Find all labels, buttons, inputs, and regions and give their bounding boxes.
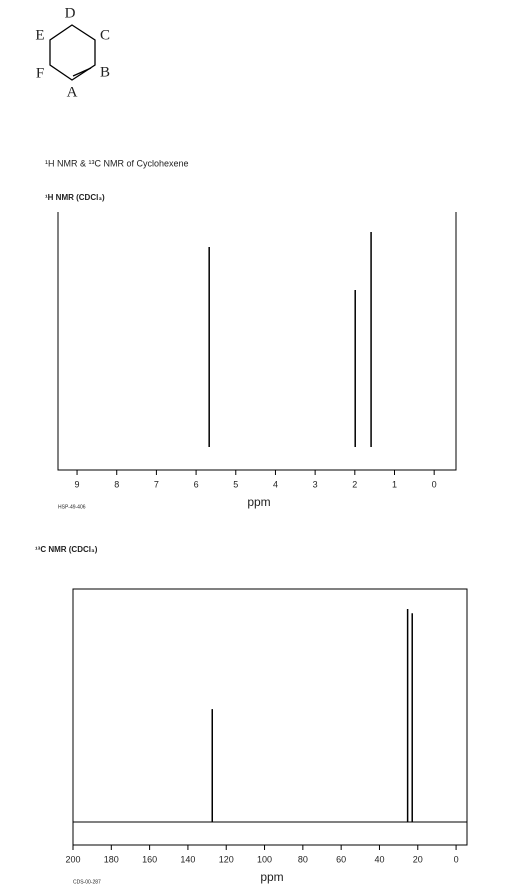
ring [49, 24, 96, 81]
structure [49, 24, 96, 81]
atom-label: C [100, 27, 110, 43]
chart-title: ¹H NMR (CDCl₃) [45, 193, 105, 202]
x-tick-label: 200 [65, 854, 80, 864]
x-tick-label: 160 [142, 854, 157, 864]
x-tick-label: 4 [273, 479, 278, 489]
x-tick-label: 180 [104, 854, 119, 864]
x-tick-label: 40 [374, 854, 384, 864]
x-tick-label: 20 [413, 854, 423, 864]
frame [72, 588, 468, 846]
x-tick-label: 60 [336, 854, 346, 864]
x-tick-label: 8 [114, 479, 119, 489]
x-tick-label: 100 [257, 854, 272, 864]
x-tick-label: 6 [194, 479, 199, 489]
atom-label: B [100, 64, 110, 80]
atom-label: E [35, 27, 44, 43]
heading: ¹H NMR & ¹³C NMR of Cyclohexene [45, 158, 189, 168]
x-tick-label: 7 [154, 479, 159, 489]
x-tick-label: 140 [180, 854, 195, 864]
double-bond [72, 67, 92, 77]
note: CDS-00-287 [73, 879, 101, 885]
x-tick-label: 0 [454, 854, 459, 864]
x-tick-label: 120 [219, 854, 234, 864]
x-axis-label: ppm [247, 495, 270, 509]
atom-label: F [36, 65, 44, 81]
chart-title: ¹³C NMR (CDCl₃) [35, 545, 98, 554]
x-tick-label: 2 [352, 479, 357, 489]
x-tick-label: 3 [313, 479, 318, 489]
x-axis-label: ppm [260, 870, 283, 884]
x-tick-label: 5 [233, 479, 238, 489]
frame [57, 212, 457, 471]
x-tick-label: 0 [432, 479, 437, 489]
note: HSP-49-406 [58, 504, 86, 510]
atom-label: D [65, 5, 76, 21]
x-tick-label: 9 [75, 479, 80, 489]
x-tick-label: 80 [298, 854, 308, 864]
atom-label: A [67, 84, 78, 100]
x-tick-label: 1 [392, 479, 397, 489]
